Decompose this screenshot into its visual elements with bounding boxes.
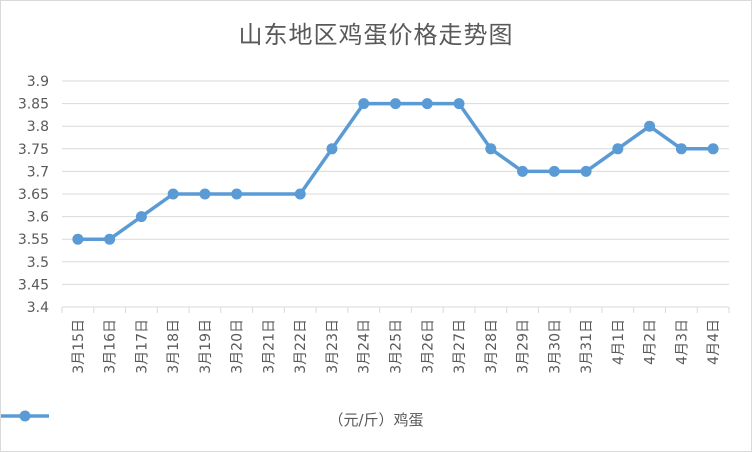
x-tick-label: 3月17日 [134, 319, 150, 374]
y-tick-label: 3.7 [27, 164, 49, 180]
legend-label: （元/斤）鸡蛋 [328, 411, 424, 429]
data-point [199, 188, 211, 200]
x-tick-label: 3月19日 [198, 319, 214, 374]
x-tick-label: 3月23日 [325, 319, 341, 374]
y-tick-label: 3.65 [18, 187, 49, 203]
data-point [72, 233, 84, 245]
y-tick-label: 3.85 [18, 97, 49, 113]
data-point [548, 165, 560, 177]
data-point [612, 143, 624, 155]
x-tick-label: 3月20日 [230, 319, 246, 374]
data-point [421, 98, 433, 110]
x-tick-label: 4月1日 [611, 319, 627, 365]
x-tick-label: 4月4日 [706, 319, 722, 365]
data-point [104, 233, 116, 245]
y-tick-label: 3.5 [27, 255, 49, 271]
x-tick-label: 3月31日 [579, 319, 595, 374]
x-tick-label: 4月3日 [674, 319, 690, 365]
data-point [707, 143, 719, 155]
y-tick-label: 3.4 [27, 300, 49, 316]
legend-marker-icon [1, 410, 49, 422]
y-tick-label: 3.6 [27, 210, 49, 226]
data-point [167, 188, 179, 200]
x-tick-label: 3月22日 [293, 319, 309, 374]
data-point [644, 120, 656, 132]
data-point [675, 143, 687, 155]
data-point [453, 98, 465, 110]
data-point [135, 211, 147, 223]
y-tick-label: 3.75 [18, 142, 49, 158]
y-tick-label: 3.55 [18, 232, 49, 248]
data-point [231, 188, 243, 200]
y-tick-label: 3.45 [18, 277, 49, 293]
y-tick-label: 3.9 [27, 74, 49, 90]
x-tick-label: 4月2日 [643, 319, 659, 365]
x-tick-label: 3月24日 [357, 319, 373, 374]
x-tick-label: 3月28日 [484, 319, 500, 374]
legend: （元/斤）鸡蛋 [1, 409, 751, 430]
x-tick-label: 3月25日 [389, 319, 405, 374]
x-tick-label: 3月29日 [516, 319, 532, 374]
x-tick-label: 3月16日 [103, 319, 119, 374]
data-point [326, 143, 338, 155]
data-point [358, 98, 370, 110]
data-point [294, 188, 306, 200]
x-tick-label: 3月26日 [420, 319, 436, 374]
data-point [390, 98, 401, 110]
data-point [580, 165, 592, 177]
chart-title: 山东地区鸡蛋价格走势图 [238, 21, 514, 49]
line-chart: 3.4 3.45 3.5 3.55 3.6 3.65 3.7 3.75 3.8 3.85 3.9 3月… [18, 74, 730, 374]
data-point [517, 165, 529, 177]
x-tick-label: 3月27日 [452, 319, 468, 374]
x-tick-label: 3月18日 [166, 319, 182, 374]
x-tick-label: 3月30日 [547, 319, 563, 374]
x-tick-label: 3月21日 [261, 319, 277, 374]
y-tick-label: 3.8 [27, 119, 49, 135]
data-point [485, 143, 497, 155]
x-tick-label: 3月15日 [71, 319, 87, 374]
